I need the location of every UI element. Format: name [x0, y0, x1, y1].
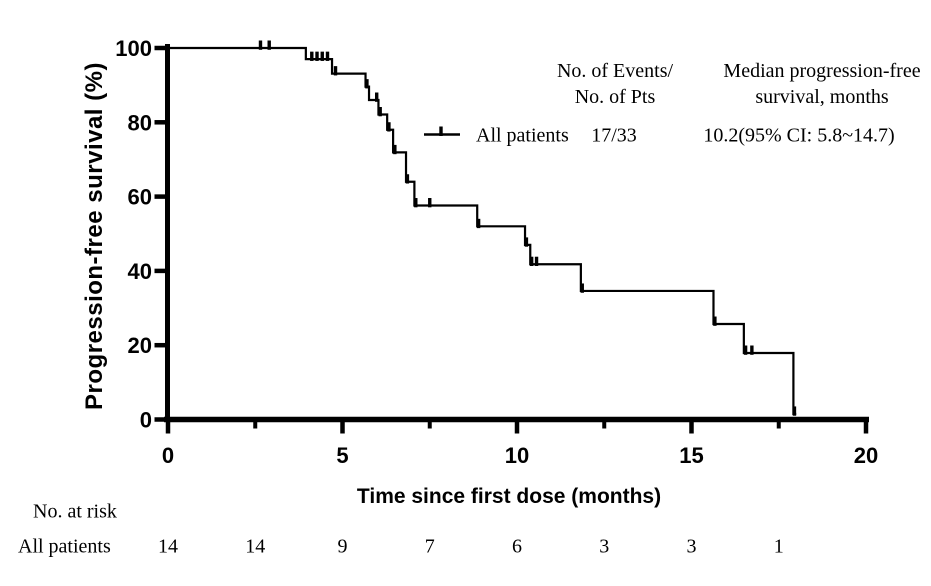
y-axis-title: Progression-free survival (%)	[81, 62, 108, 410]
x-axis-tick-label: 15	[679, 443, 703, 468]
x-axis-title: Time since first dose (months)	[356, 485, 662, 508]
legend-median-header: Median progression-free survival, months	[723, 58, 920, 110]
y-axis-tick-label: 20	[128, 333, 152, 358]
y-axis-tick-label: 80	[128, 110, 152, 135]
km-curve-all-patients	[168, 46, 797, 416]
legend-median-value: 10.2(95% CI: 5.8~14.7)	[703, 124, 895, 147]
legend-events-header-line1: No. of Events/	[556, 60, 674, 82]
x-axis-tick-label: 10	[505, 443, 529, 468]
legend-median-header-line1: Median progression-free	[723, 60, 921, 82]
y-axis-tick-label: 0	[140, 408, 152, 433]
y-axis-tick-label: 100	[115, 36, 152, 61]
x-axis-tick-label: 20	[854, 443, 878, 468]
legend-series-label: All patients	[476, 124, 569, 147]
x-axis-tick-label: 5	[336, 443, 348, 468]
at-risk-title: No. at risk	[33, 500, 117, 523]
censored-tick-legend-symbol	[424, 126, 460, 136]
y-axis-tick-label: 40	[128, 259, 152, 284]
legend-median-header-line2: survival, months	[755, 86, 889, 108]
legend-events-header: No. of Events/ No. of Pts	[557, 58, 673, 110]
at-risk-row-label: All patients	[18, 535, 111, 558]
legend-events-header-line2: No. of Pts	[574, 86, 656, 108]
x-axis-tick-label: 0	[162, 443, 174, 468]
y-axis-tick-label: 60	[128, 185, 152, 210]
legend-events-value: 17/33	[591, 124, 637, 147]
